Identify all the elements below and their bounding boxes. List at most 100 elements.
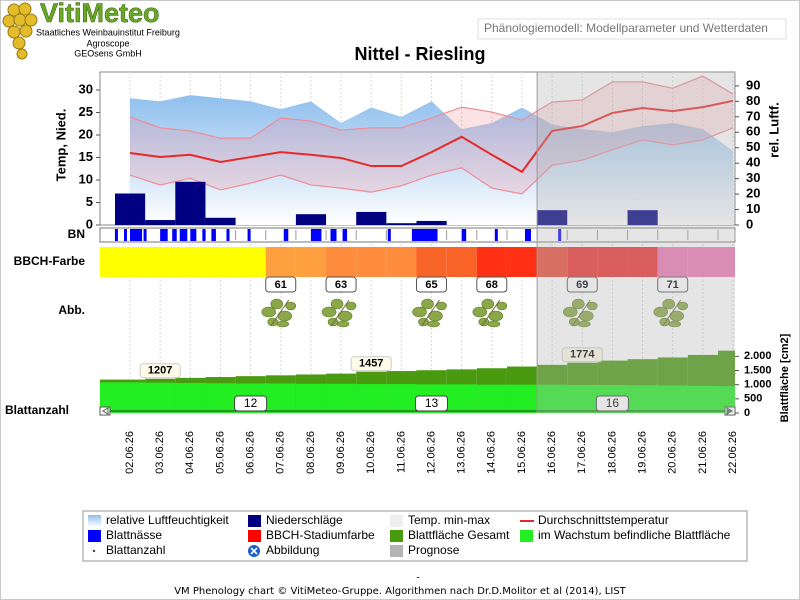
wetness-interval bbox=[330, 229, 337, 241]
institution: Agroscope bbox=[86, 38, 129, 48]
leaf bbox=[321, 306, 337, 318]
count-label: 12 bbox=[244, 396, 258, 410]
x-tick-label: 20.06.26 bbox=[667, 431, 679, 474]
leaf bbox=[421, 298, 434, 310]
x-tick-label: 08.06.26 bbox=[305, 431, 317, 474]
page-title: Phänologiemodell: Modellparameter und We… bbox=[484, 21, 768, 35]
row-label: BBCH-Farbe bbox=[14, 254, 86, 268]
prognosis-overlay bbox=[537, 72, 735, 413]
leaf-growing-bar bbox=[687, 385, 718, 413]
stage-box bbox=[325, 276, 357, 293]
legend-swatch bbox=[248, 515, 261, 527]
stage-image bbox=[562, 298, 598, 328]
precipitation-bar bbox=[175, 181, 206, 225]
legend-swatch bbox=[92, 549, 96, 553]
value-label-box bbox=[350, 356, 392, 372]
count-label: 13 bbox=[425, 396, 439, 410]
bbch-segment bbox=[567, 247, 598, 277]
x-tick-label: 13.06.26 bbox=[456, 431, 468, 474]
wetness-interval bbox=[172, 229, 177, 241]
bbch-segment bbox=[506, 247, 538, 277]
wetness-interval bbox=[461, 229, 467, 241]
leaf bbox=[267, 317, 279, 327]
wetness-interval bbox=[342, 229, 348, 241]
stage-image bbox=[653, 298, 689, 328]
x-tick-label: 18.06.26 bbox=[606, 431, 618, 474]
stage-label: 71 bbox=[667, 279, 679, 291]
row-label: BN bbox=[68, 227, 85, 241]
x-tick-label: 11.06.26 bbox=[395, 431, 407, 473]
leaf bbox=[427, 320, 440, 328]
x-tick-label: 12.06.26 bbox=[425, 431, 437, 474]
row-label: Blattanzahl bbox=[5, 403, 69, 417]
stage-box bbox=[265, 276, 297, 293]
leaf bbox=[436, 301, 447, 311]
bbch-segment bbox=[295, 247, 327, 277]
leaf-growing-bar bbox=[145, 382, 176, 413]
leaf bbox=[562, 306, 578, 318]
leaf-growing-bar bbox=[537, 384, 568, 413]
leaf bbox=[677, 301, 689, 311]
bbch-segment bbox=[657, 247, 688, 277]
y-axis-title: Temp, Nied. bbox=[53, 109, 68, 182]
axis-arrow bbox=[99, 406, 111, 416]
bbch-segment bbox=[386, 247, 417, 277]
legend-swatch-cross bbox=[250, 547, 258, 555]
x-tick-label: 04.06.26 bbox=[184, 431, 196, 474]
leaf bbox=[330, 298, 344, 310]
legend-swatch bbox=[88, 515, 101, 527]
bbch-segment bbox=[687, 247, 718, 277]
stem bbox=[662, 299, 682, 327]
x-tick-label: 17.06.26 bbox=[576, 431, 588, 474]
y2-tick-label: 10 bbox=[746, 201, 760, 216]
leaf-tick-label: 1.000 bbox=[744, 379, 772, 391]
wetness-interval bbox=[130, 229, 143, 241]
legend-label: im Wachstum befindliche Blattfläche bbox=[538, 528, 731, 542]
x-tick-label: 21.06.26 bbox=[697, 431, 709, 474]
leaf-tick-label: 2.000 bbox=[744, 350, 772, 362]
wetness-interval bbox=[558, 229, 562, 241]
bbch-segment bbox=[416, 247, 447, 277]
chart-title: Nittel - Riesling bbox=[354, 44, 485, 64]
legend-label: BBCH-Stadiumfarbe bbox=[266, 528, 375, 542]
precipitation-bar bbox=[386, 223, 417, 225]
row-label: Abb. bbox=[58, 303, 85, 317]
y2-tick-label: 90 bbox=[746, 77, 760, 92]
leaf bbox=[418, 317, 429, 327]
leaf bbox=[662, 298, 676, 310]
leaf-growing-bar bbox=[175, 382, 206, 413]
y-tick-label: 15 bbox=[79, 149, 93, 164]
leaf-growing-bar bbox=[386, 384, 417, 413]
stage-label: 65 bbox=[425, 279, 437, 291]
precipitation-bar bbox=[416, 220, 447, 225]
precipitation-bar bbox=[145, 220, 176, 225]
leaf bbox=[261, 306, 277, 318]
y-tick-label: 0 bbox=[86, 216, 93, 231]
precipitation-bar bbox=[537, 210, 568, 225]
x-tick-label: 03.06.26 bbox=[154, 431, 166, 474]
leaf-growing-bar bbox=[265, 383, 296, 413]
leaf-growing-bar bbox=[356, 384, 387, 413]
stage-box bbox=[416, 276, 447, 293]
bbch-segment bbox=[265, 247, 296, 277]
leaf bbox=[285, 301, 297, 311]
institution: GEOsens GmbH bbox=[74, 48, 142, 58]
precipitation-bar bbox=[627, 210, 658, 225]
legend-swatch bbox=[520, 530, 533, 542]
y2-tick-label: 30 bbox=[746, 170, 760, 185]
x-tick-label: 14.06.26 bbox=[486, 431, 498, 474]
leaf-growing-bar bbox=[718, 386, 735, 413]
wetness-interval bbox=[211, 229, 216, 241]
temp-min-line bbox=[129, 127, 734, 195]
x-tick-label: 16.06.26 bbox=[546, 431, 558, 474]
leaf-growing-bar bbox=[295, 383, 327, 413]
legend-label: Abbildung bbox=[266, 543, 319, 557]
plot-content: 02.06.26 03.06.26 04.06.26 05.06.26 06.06.26… bbox=[5, 72, 791, 474]
wetness-interval bbox=[226, 229, 230, 241]
y2-tick-label: 50 bbox=[746, 139, 760, 154]
leaf-growing-bar bbox=[567, 384, 598, 413]
x-tick-label: 15.06.26 bbox=[516, 431, 528, 474]
count-label: 16 bbox=[606, 396, 620, 410]
bbch-segment bbox=[205, 247, 236, 277]
y-tick-label: 10 bbox=[79, 171, 93, 186]
